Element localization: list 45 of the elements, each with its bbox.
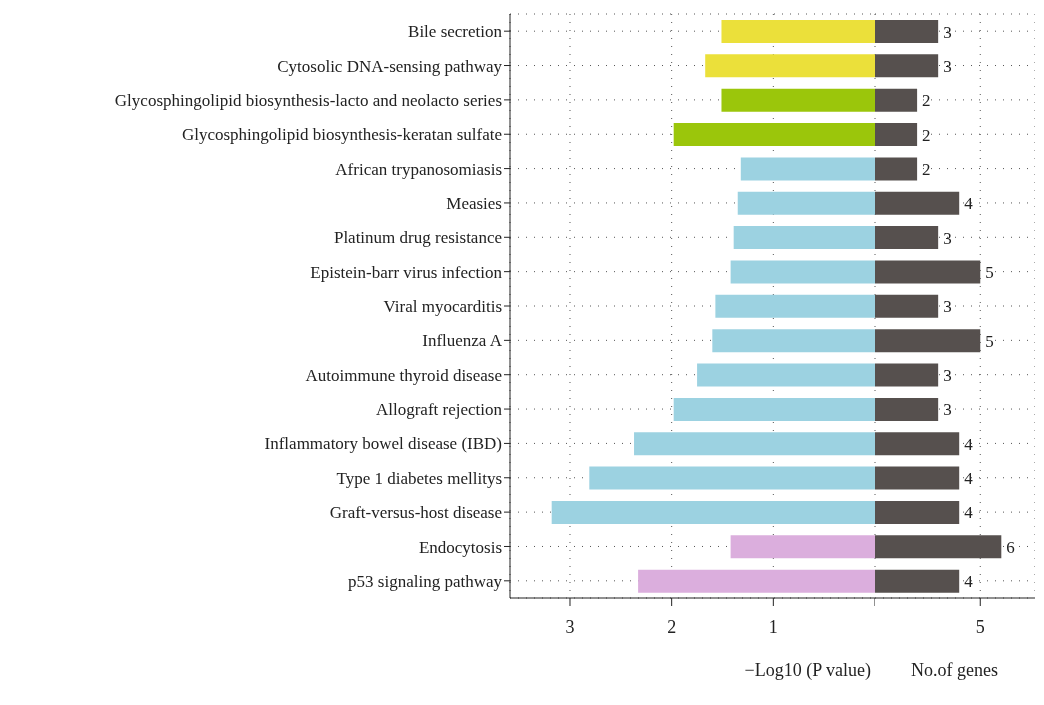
y-tick-label: Glycosphingolipid biosynthesis-lacto and neolacto series [114, 90, 502, 110]
bar [875, 466, 960, 490]
y-tick-label: Measies [446, 193, 502, 213]
data-label: 3 [943, 22, 952, 42]
y-tick-label: African trypanosomiasis [335, 159, 502, 179]
y-tick-label: p53 signaling pathway [348, 571, 503, 591]
bar [875, 88, 918, 112]
y-tick-label: Autoimmune thyroid disease [305, 365, 502, 385]
x-axis-title: No.of genes [910, 660, 999, 681]
data-label: 2 [922, 125, 931, 145]
bar [875, 123, 918, 147]
x-axis-title: −Log10 (P value) [743, 660, 872, 681]
data-label: 4 [964, 503, 974, 523]
data-label: 4 [964, 469, 974, 489]
data-label: 5 [985, 331, 994, 351]
y-tick-label: Graft-versus-host disease [329, 503, 502, 523]
data-label: 3 [943, 297, 952, 317]
data-label: 4 [964, 572, 974, 592]
data-label: 5 [985, 263, 994, 283]
y-tick-label: Viral myocarditis [383, 297, 502, 317]
data-label: 3 [943, 400, 952, 420]
bar [875, 500, 960, 524]
x-tick-label: 3 [565, 616, 575, 637]
data-label: 6 [1006, 537, 1015, 557]
x-tick-label: 5 [975, 616, 985, 637]
y-tick-label: Cytosolic DNA-sensing pathway [277, 56, 503, 76]
data-label: 3 [943, 366, 952, 386]
y-tick-label: Allograft rejection [375, 400, 503, 420]
y-tick-label: Influenza A [422, 331, 503, 351]
y-tick-label: Bile secretion [408, 22, 503, 42]
y-tick-label: Platinum drug resistance [333, 228, 502, 248]
y-tick-label: Inflammatory bowel disease (IBD) [264, 434, 502, 454]
data-label: 4 [964, 434, 974, 454]
y-tick-label: Epistein-barr virus infection [310, 262, 503, 282]
data-label: 3 [943, 228, 952, 248]
data-label: 3 [943, 56, 952, 76]
y-tick-label: Endocytosis [418, 537, 502, 557]
data-label: 4 [964, 194, 974, 214]
x-tick-label: 1 [768, 616, 778, 637]
y-tick-label: Type 1 diabetes mellitys [336, 468, 502, 488]
y-tick-label: Glycosphingolipid biosynthesis-keratan sulfate [181, 125, 502, 145]
bar [875, 157, 918, 181]
x-tick-label: 2 [667, 616, 677, 637]
data-label: 2 [922, 159, 931, 179]
data-label: 2 [922, 91, 931, 111]
